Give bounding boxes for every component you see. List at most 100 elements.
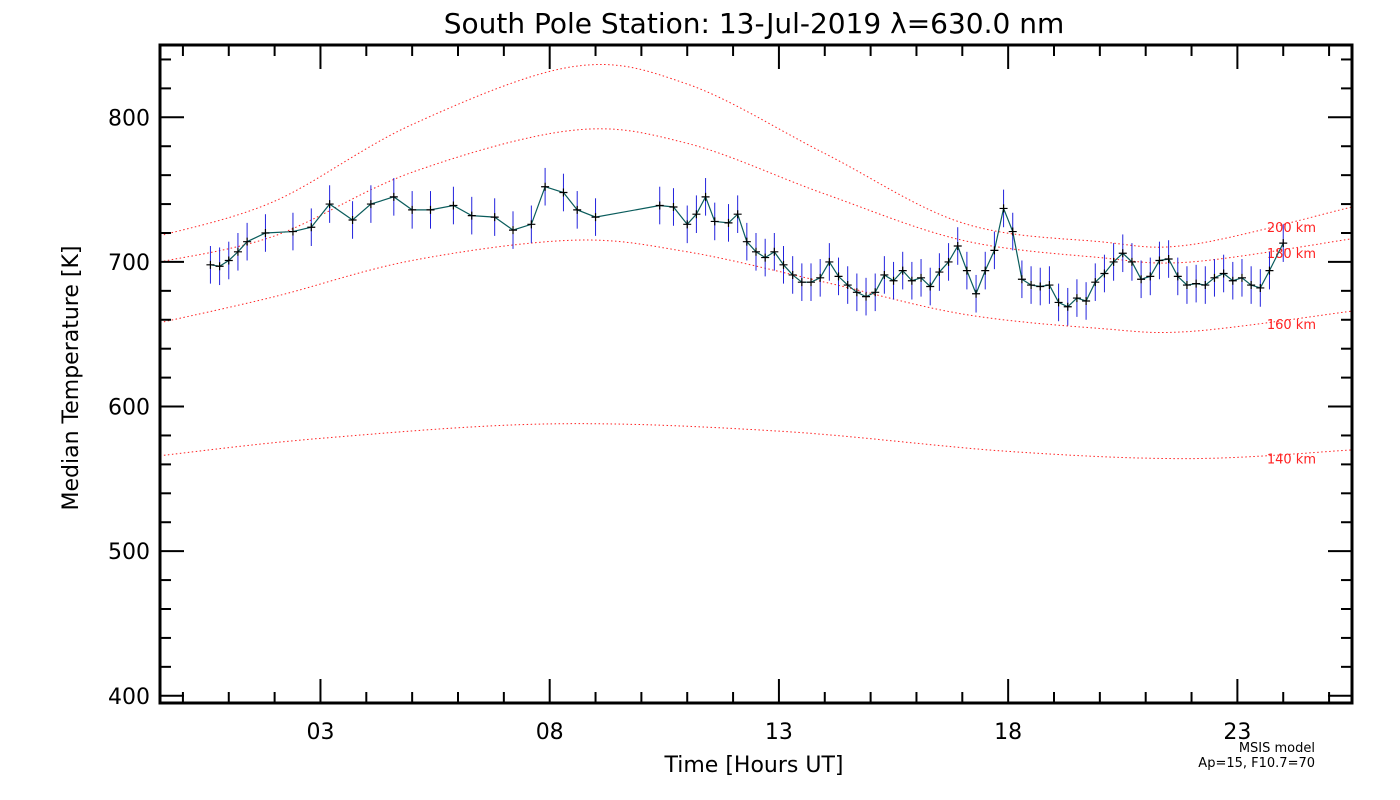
data-point: [449, 201, 458, 210]
data-point: [1045, 281, 1054, 290]
data-point: [1265, 266, 1274, 275]
data-point: [999, 204, 1008, 213]
x-axis-label: Time [Hours UT]: [664, 753, 844, 778]
model-curve-200-km: [159, 64, 1353, 248]
chart-title: South Pole Station: 13-Jul-2019 λ=630.0 …: [444, 7, 1065, 40]
data-point: [467, 211, 476, 220]
x-tick-label: 13: [765, 720, 793, 745]
data-point: [1091, 278, 1100, 287]
data-point: [1127, 257, 1136, 266]
model-note-line-2: Ap=15, F10.7=70: [1198, 756, 1315, 771]
data-point: [742, 237, 751, 246]
plot-frame: [158, 43, 1354, 705]
data-point: [1279, 239, 1288, 248]
data-point: [852, 288, 861, 297]
data-point: [935, 268, 944, 277]
data-point: [206, 260, 215, 269]
data-point: [962, 266, 971, 275]
data-point: [655, 201, 664, 210]
data-point: [944, 257, 953, 266]
model-curve-180-km: [159, 128, 1353, 264]
data-point: [907, 276, 916, 285]
data-point: [834, 272, 843, 281]
model-curve-label: 200 km: [1267, 221, 1316, 236]
x-tick-label: 03: [306, 720, 334, 745]
y-axis-label: Median Temperature [K]: [59, 246, 84, 511]
data-point: [1036, 282, 1045, 291]
data-point: [1173, 272, 1182, 281]
measurement-markers: [206, 182, 1288, 311]
data-point: [953, 242, 962, 251]
data-point: [1017, 275, 1026, 284]
data-point: [1219, 269, 1228, 278]
data-point: [559, 188, 568, 197]
data-point: [573, 205, 582, 214]
data-point: [1146, 272, 1155, 281]
data-point: [981, 266, 990, 275]
x-tick-label: 18: [994, 720, 1022, 745]
data-point: [898, 266, 907, 275]
data-point: [426, 205, 435, 214]
data-point: [325, 200, 334, 209]
data-point: [490, 213, 499, 222]
data-point: [862, 292, 871, 301]
data-point: [1008, 227, 1017, 236]
data-point: [1054, 298, 1063, 307]
data-point: [1192, 279, 1201, 288]
model-curve-label: 140 km: [1267, 452, 1316, 467]
data-point: [843, 281, 852, 290]
axis-ticks: 400 500 600 700 800 03 08 13 18 23: [108, 45, 1352, 745]
data-point: [1063, 302, 1072, 311]
error-bars: [209, 167, 1284, 326]
data-point: [1155, 256, 1164, 265]
data-point: [788, 270, 797, 279]
data-point: [243, 237, 252, 246]
data-point: [389, 192, 398, 201]
data-point: [807, 278, 816, 287]
data-point: [307, 223, 316, 232]
data-point: [779, 260, 788, 269]
data-point: [1100, 269, 1109, 278]
data-point: [1118, 249, 1127, 258]
y-tick-label: 500: [108, 540, 150, 565]
data-point: [224, 256, 233, 265]
data-point: [710, 217, 719, 226]
x-tick-label: 23: [1223, 720, 1251, 745]
data-point: [825, 257, 834, 266]
data-point: [871, 288, 880, 297]
data-point: [724, 218, 733, 227]
data-point: [1182, 281, 1191, 290]
y-tick-label: 700: [108, 251, 150, 276]
data-point: [1256, 283, 1265, 292]
data-point: [1164, 255, 1173, 264]
model-curve-140-km: [159, 423, 1353, 460]
data-point: [761, 253, 770, 262]
data-point: [348, 215, 357, 224]
data-point: [880, 270, 889, 279]
data-point: [990, 246, 999, 255]
data-point: [1210, 273, 1219, 282]
model-note-line-1: MSIS model: [1239, 741, 1315, 756]
data-point: [366, 200, 375, 209]
data-point: [669, 202, 678, 211]
data-point: [288, 227, 297, 236]
data-point: [1247, 281, 1256, 290]
data-point: [408, 205, 417, 214]
data-point: [591, 213, 600, 222]
data-point: [509, 226, 518, 235]
data-point: [1072, 294, 1081, 303]
data-point: [692, 210, 701, 219]
data-point: [1027, 281, 1036, 290]
data-point: [541, 182, 550, 191]
x-tick-label: 08: [536, 720, 564, 745]
data-point: [261, 229, 270, 237]
y-tick-label: 800: [108, 106, 150, 131]
y-tick-label: 400: [108, 685, 150, 710]
data-point: [1228, 276, 1237, 285]
data-point: [1201, 281, 1210, 290]
model-curve-160-km: [159, 239, 1353, 334]
data-point: [215, 262, 224, 271]
data-point: [233, 247, 242, 256]
